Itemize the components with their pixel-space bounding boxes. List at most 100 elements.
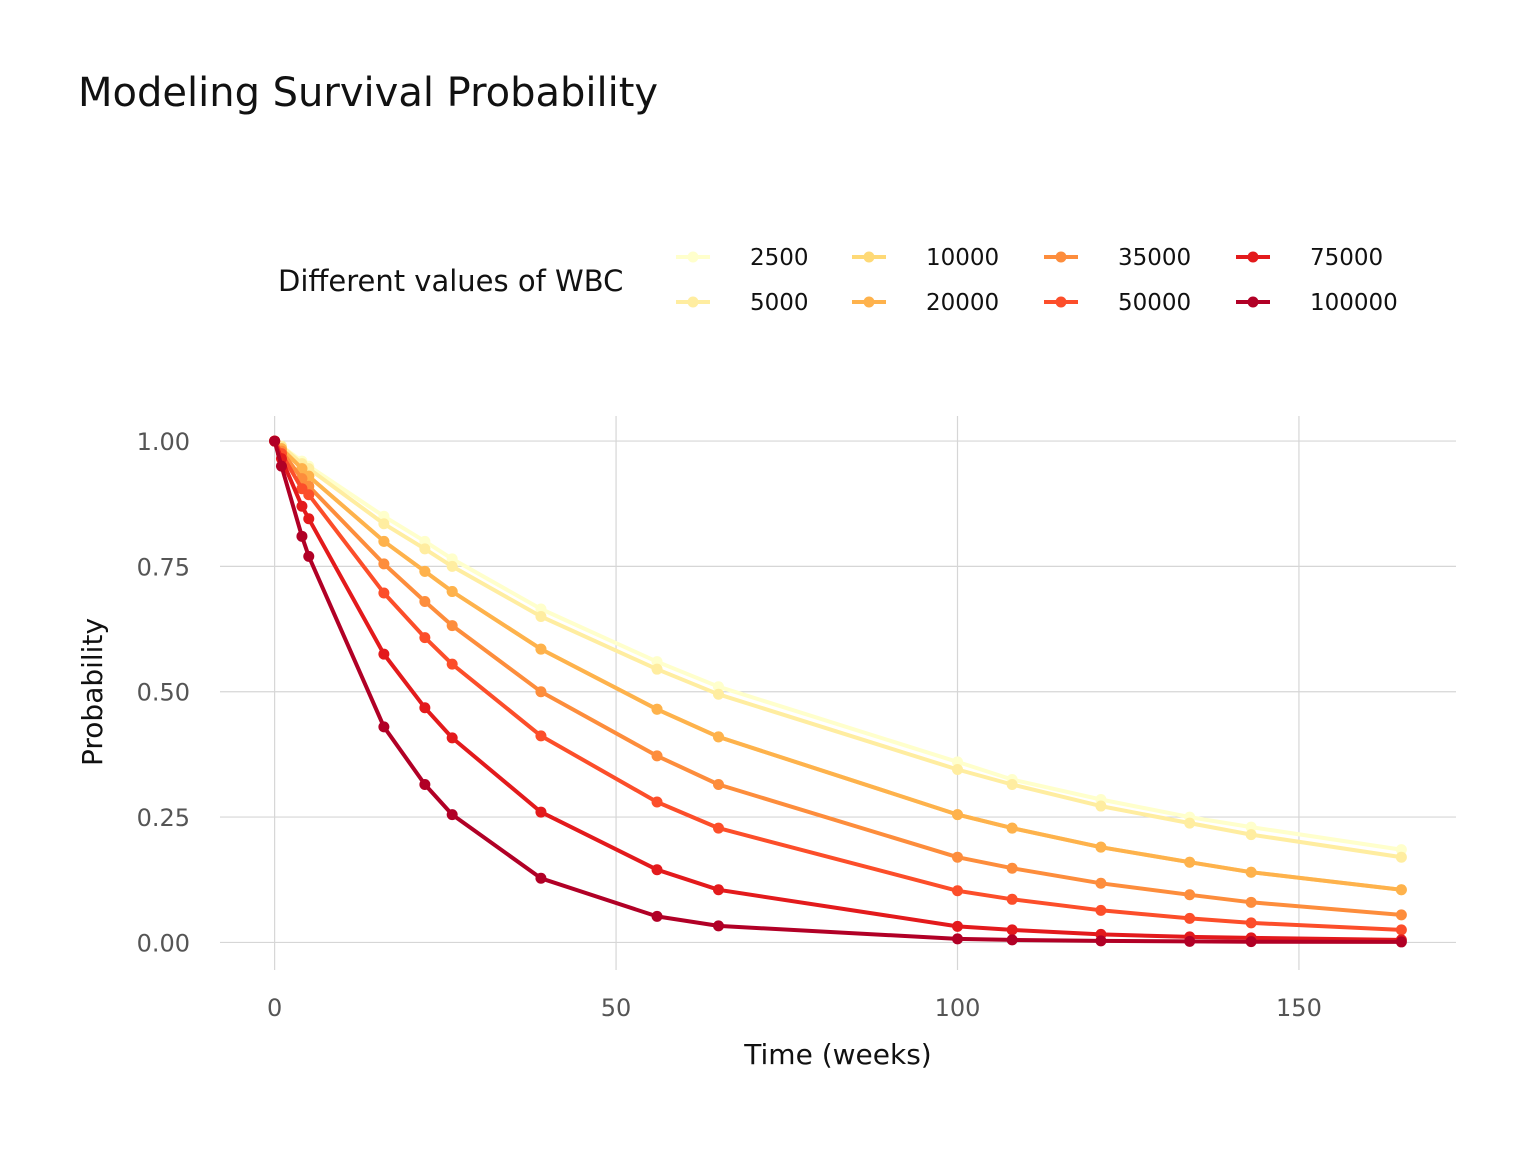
data-point [651, 703, 663, 715]
data-point [952, 763, 964, 775]
y-tick-label: 0.50 [137, 679, 190, 707]
legend-label: 5000 [750, 290, 809, 316]
legend-swatch-point [863, 296, 875, 308]
legend-label: 20000 [926, 290, 999, 316]
data-point [712, 884, 724, 896]
data-point [446, 809, 458, 821]
data-point [1395, 936, 1407, 948]
series-line [272, 439, 1404, 917]
x-axis-title: Time (weeks) [743, 1038, 931, 1071]
legend-item-5000: 5000 [676, 290, 809, 316]
data-point [952, 851, 964, 863]
series-lines [269, 435, 1407, 948]
data-point [378, 558, 390, 570]
legend-swatch-point [1055, 296, 1067, 308]
data-point [651, 750, 663, 762]
data-point [535, 603, 547, 615]
series-line [272, 439, 1404, 942]
series-50000 [269, 435, 1407, 936]
data-point [1095, 800, 1107, 812]
data-point [1245, 896, 1257, 908]
data-point [1006, 893, 1018, 905]
x-tick-label: 100 [935, 994, 981, 1022]
data-point [1095, 877, 1107, 889]
data-point [952, 920, 964, 932]
data-point [419, 778, 431, 790]
series-2500 [269, 435, 1407, 856]
data-point [1395, 844, 1407, 856]
data-point [952, 809, 964, 821]
series-line [272, 439, 1404, 944]
legend: Different values of WBC 2500 5000 10000 200… [278, 245, 1398, 316]
data-point [1395, 909, 1407, 921]
legend-label: 2500 [750, 245, 809, 271]
x-tick-label: 50 [601, 994, 632, 1022]
data-point [1184, 935, 1196, 947]
legend-swatch-point [1247, 251, 1259, 263]
data-point [1184, 912, 1196, 924]
legend-swatch-point [1055, 251, 1067, 263]
data-point [712, 681, 724, 693]
data-point [378, 721, 390, 733]
data-point [952, 933, 964, 945]
data-point [651, 796, 663, 808]
y-tick-label: 0.25 [137, 804, 190, 832]
data-point [535, 611, 547, 623]
data-point [378, 510, 390, 522]
data-point [1006, 862, 1018, 874]
legend-label: 10000 [926, 245, 999, 271]
data-point [1245, 821, 1257, 833]
data-point [419, 702, 431, 714]
data-point [651, 864, 663, 876]
data-point [419, 596, 431, 608]
data-point [1245, 917, 1257, 929]
data-point [535, 872, 547, 884]
axes: 0 50 100 150 0.00 0.25 0.50 0.75 1.00 [137, 428, 1322, 1022]
y-tick-label: 1.00 [137, 428, 190, 456]
data-point [1095, 904, 1107, 916]
data-point [1006, 924, 1018, 936]
data-point [378, 535, 390, 547]
data-point [419, 535, 431, 547]
data-point [303, 489, 315, 501]
x-tick-label: 150 [1276, 994, 1322, 1022]
data-point [419, 543, 431, 555]
legend-title: Different values of WBC [278, 264, 623, 298]
data-point [535, 730, 547, 742]
legend-swatch-point [687, 251, 699, 263]
data-point [1095, 935, 1107, 947]
data-point [419, 565, 431, 577]
data-point [1184, 889, 1196, 901]
data-point [378, 518, 390, 530]
data-point [446, 732, 458, 744]
data-point [952, 756, 964, 768]
data-point [651, 663, 663, 675]
legend-item-50000: 50000 [1044, 290, 1191, 316]
data-point [446, 553, 458, 565]
data-point [1245, 829, 1257, 841]
data-point [378, 648, 390, 660]
data-point [1184, 856, 1196, 868]
legend-item-35000: 35000 [1044, 245, 1191, 271]
data-point [712, 920, 724, 932]
series-line [272, 439, 1404, 852]
legend-item-75000: 75000 [1236, 245, 1383, 271]
legend-label: 75000 [1310, 245, 1383, 271]
data-point [446, 658, 458, 670]
data-point [535, 806, 547, 818]
data-point [446, 620, 458, 632]
legend-label: 35000 [1118, 245, 1191, 271]
y-tick-label: 0.75 [137, 553, 190, 581]
legend-item-2500: 2500 [676, 245, 809, 271]
data-point [1395, 924, 1407, 936]
data-point [1245, 936, 1257, 948]
data-point [269, 435, 281, 447]
legend-swatch-point [863, 251, 875, 263]
data-point [446, 560, 458, 572]
series-line [272, 439, 1404, 932]
legend-item-100000: 100000 [1236, 290, 1398, 316]
data-point [712, 731, 724, 743]
data-point [651, 910, 663, 922]
data-point [296, 530, 308, 542]
